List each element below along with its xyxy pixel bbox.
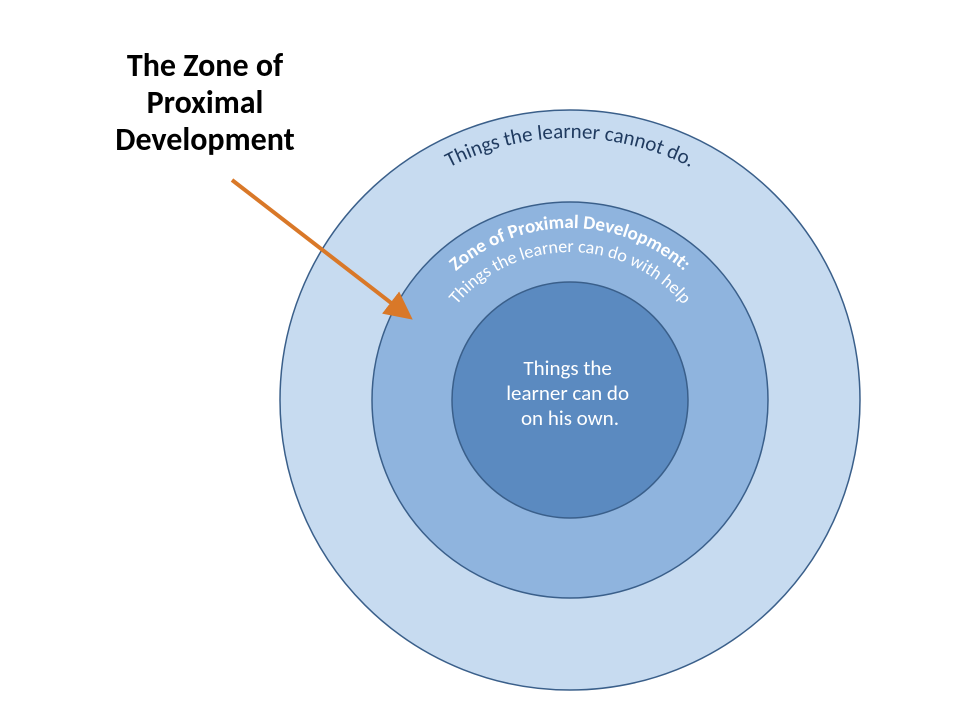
- inner-circle-label: Things the learner can do on his own.: [506, 355, 634, 431]
- zpd-diagram: Things the learner cannot do. Zone of Pr…: [0, 0, 960, 720]
